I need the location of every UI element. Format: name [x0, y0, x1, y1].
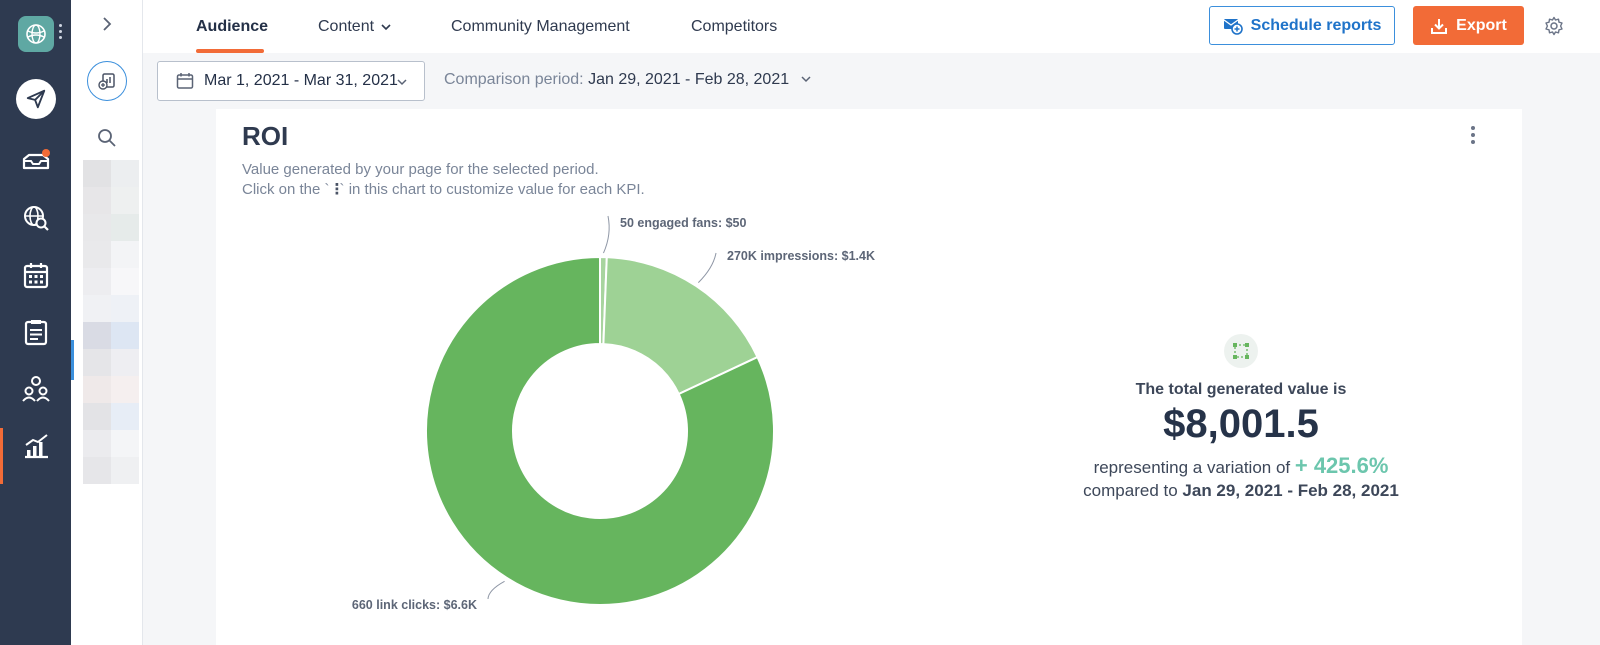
- rail-item-calendar[interactable]: [0, 253, 71, 297]
- tab-content-label: Content: [318, 17, 375, 35]
- date-range-picker[interactable]: Mar 1, 2021 - Mar 31, 2021: [157, 61, 425, 101]
- blurred-page-list: [83, 160, 139, 484]
- comparison-value: Jan 29, 2021 - Feb 28, 2021: [588, 71, 790, 88]
- slice-label: 660 link clicks: $6.6K: [352, 598, 477, 612]
- chevron-down-icon: [801, 76, 811, 83]
- value-frame-icon: [1224, 334, 1258, 368]
- variation-line: representing a variation of + 425.6%: [1016, 453, 1466, 479]
- analytics-icon: [24, 434, 48, 459]
- card-subtitle: Value generated by your page for the sel…: [242, 160, 645, 200]
- donut-slice[interactable]: [425, 255, 775, 606]
- rail-item-tasks[interactable]: [0, 310, 71, 354]
- total-label: The total generated value is: [1135, 381, 1347, 398]
- compared-text: compared to: [1083, 481, 1178, 500]
- app-logo[interactable]: [18, 16, 54, 52]
- date-range-value: Mar 1, 2021 - Mar 31, 2021: [204, 72, 398, 89]
- label-leader-line: [487, 580, 505, 600]
- chevron-down-icon: [397, 79, 407, 86]
- gear-icon[interactable]: [1544, 16, 1564, 36]
- panel-selection-indicator: [71, 340, 74, 380]
- chevron-right-icon[interactable]: [97, 14, 117, 34]
- schedule-mail-icon: [1223, 18, 1243, 35]
- globe-logo-icon: [26, 24, 46, 44]
- rail-item-inbox[interactable]: [0, 138, 71, 182]
- tab-community-management[interactable]: Community Management: [451, 17, 630, 35]
- add-report-icon: [98, 73, 115, 90]
- calendar-small-icon: [176, 73, 194, 89]
- total-value: $8,001.5: [1163, 402, 1319, 446]
- inbox-icon: [22, 149, 50, 170]
- variation-text: representing a variation of: [1093, 458, 1291, 477]
- calendar-icon: [23, 263, 48, 289]
- subtitle-line-2-pre: Click on the `: [242, 181, 330, 198]
- card-menu-icon[interactable]: [1471, 126, 1477, 148]
- tab-audience[interactable]: Audience: [196, 17, 269, 35]
- download-icon: [1431, 18, 1448, 34]
- search-icon[interactable]: [96, 127, 118, 149]
- chevron-down-icon: [381, 23, 391, 30]
- subtitle-line-1: Value generated by your page for the sel…: [242, 161, 599, 178]
- rail-active-indicator: [0, 428, 3, 484]
- card-title: ROI: [242, 121, 289, 151]
- export-label: Export: [1456, 16, 1507, 34]
- subtitle-line-2: Click on the `⋮` in this chart to custom…: [242, 180, 645, 200]
- secondary-panel: [71, 0, 143, 645]
- tab-competitors[interactable]: Competitors: [691, 17, 778, 35]
- schedule-reports-button[interactable]: Schedule reports: [1209, 6, 1395, 45]
- send-icon: [15, 79, 56, 119]
- subtitle-line-2-post: ` in this chart to customize value for e…: [339, 181, 645, 198]
- total-summary: The total generated value is $8,001.5 re…: [1016, 334, 1466, 501]
- export-button[interactable]: Export: [1413, 6, 1524, 45]
- clipboard-icon: [24, 320, 47, 346]
- tab-content[interactable]: Content: [318, 0, 393, 53]
- active-tab-underline: [196, 49, 264, 53]
- donut-slice[interactable]: [602, 256, 759, 396]
- compared-value: Jan 29, 2021 - Feb 28, 2021: [1182, 481, 1399, 500]
- compared-line: compared to Jan 29, 2021 - Feb 28, 2021: [1016, 481, 1466, 501]
- label-leader-line: [603, 215, 610, 254]
- main-rail: [0, 0, 71, 645]
- globe-search-icon: [23, 206, 49, 231]
- team-icon: [21, 376, 50, 402]
- rail-item-listening[interactable]: [0, 196, 71, 240]
- comparison-label: Comparison period:: [444, 71, 584, 88]
- roi-donut-chart: 50 engaged fans: $50 270K impressions: $1…: [352, 215, 875, 612]
- rail-item-team[interactable]: [0, 366, 71, 410]
- rail-item-publish[interactable]: [0, 77, 71, 121]
- top-navigation: Audience Content Community Management Co…: [143, 0, 1600, 53]
- comparison-period-selector[interactable]: Comparison period: Jan 29, 2021 - Feb 28…: [444, 71, 812, 89]
- label-leader-line: [697, 252, 717, 283]
- slice-label: 270K impressions: $1.4K: [727, 249, 875, 263]
- schedule-reports-label: Schedule reports: [1250, 16, 1382, 34]
- rail-item-analytics[interactable]: [0, 424, 71, 468]
- slice-label: 50 engaged fans: $50: [620, 216, 746, 230]
- add-report-button[interactable]: [87, 61, 127, 101]
- variation-value: + 425.6%: [1294, 453, 1389, 478]
- app-menu-icon[interactable]: [59, 24, 63, 42]
- roi-card: ROI Value generated by your page for the…: [216, 109, 1522, 645]
